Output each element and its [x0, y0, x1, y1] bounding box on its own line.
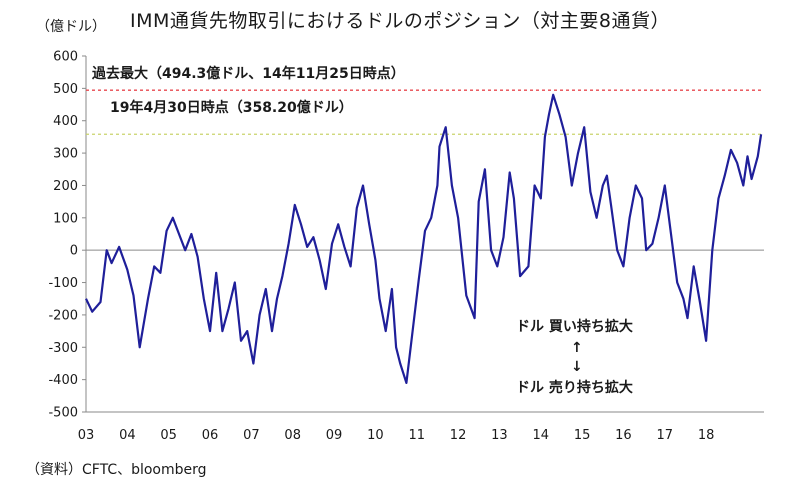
- series-line-dollar-position: [85, 93, 763, 384]
- x-tick-label: 04: [119, 428, 136, 443]
- y-tick-label: 300: [53, 147, 78, 162]
- x-tick-label: 18: [698, 428, 715, 443]
- x-tick-label: 06: [202, 428, 219, 443]
- y-tick-label: 400: [53, 114, 78, 129]
- annotation-dollar-sell: ドル 売り持ち拡大: [516, 379, 633, 396]
- x-tick-label: 07: [243, 428, 260, 443]
- x-tick-label: 10: [367, 428, 384, 443]
- y-axis-unit: （億ドル）: [36, 19, 106, 35]
- y-tick-label: -200: [48, 308, 78, 323]
- x-tick-label: 09: [326, 428, 343, 443]
- y-tick-label: 500: [53, 82, 78, 97]
- chart-title: IMM通貨先物取引におけるドルのポジション（対主要8通貨）: [130, 10, 670, 32]
- y-tick-label: 600: [53, 50, 78, 65]
- y-tick-label: 0: [70, 244, 78, 259]
- y-tick-label: 100: [53, 211, 78, 226]
- x-tick-label: 05: [160, 428, 177, 443]
- y-tick-label: -300: [48, 341, 78, 356]
- arrow-down-icon: ↓: [571, 359, 583, 375]
- annotation-latest: 19年4月30日時点（358.20億ドル）: [110, 99, 353, 116]
- x-tick-label: 03: [78, 428, 95, 443]
- x-tick-label: 14: [532, 428, 549, 443]
- annotation-max: 過去最大（494.3億ドル、14年11月25日時点）: [91, 65, 405, 82]
- x-tick-label: 12: [450, 428, 467, 443]
- y-tick-label: -400: [48, 373, 78, 388]
- x-tick-label: 16: [615, 428, 632, 443]
- x-tick-label: 08: [284, 428, 301, 443]
- x-axis: 03 04 05 06 07 08 09 10 11 12 13 14 15 16 17 18: [78, 428, 715, 443]
- x-tick-label: 13: [491, 428, 508, 443]
- x-tick-label: 11: [408, 428, 425, 443]
- x-tick-label: 15: [574, 428, 591, 443]
- y-tick-label: 200: [53, 179, 78, 194]
- y-tick-label: -500: [48, 406, 78, 421]
- source-note: （資料）CFTC、bloomberg: [26, 462, 207, 478]
- annotation-dollar-buy: ドル 買い持ち拡大: [516, 318, 633, 335]
- arrow-up-icon: ↑: [571, 340, 583, 356]
- y-axis: -500 -400 -300 -200 -100 0 100 200 300 400 500 600: [48, 50, 86, 421]
- y-tick-label: -100: [48, 276, 78, 291]
- x-tick-label: 17: [657, 428, 674, 443]
